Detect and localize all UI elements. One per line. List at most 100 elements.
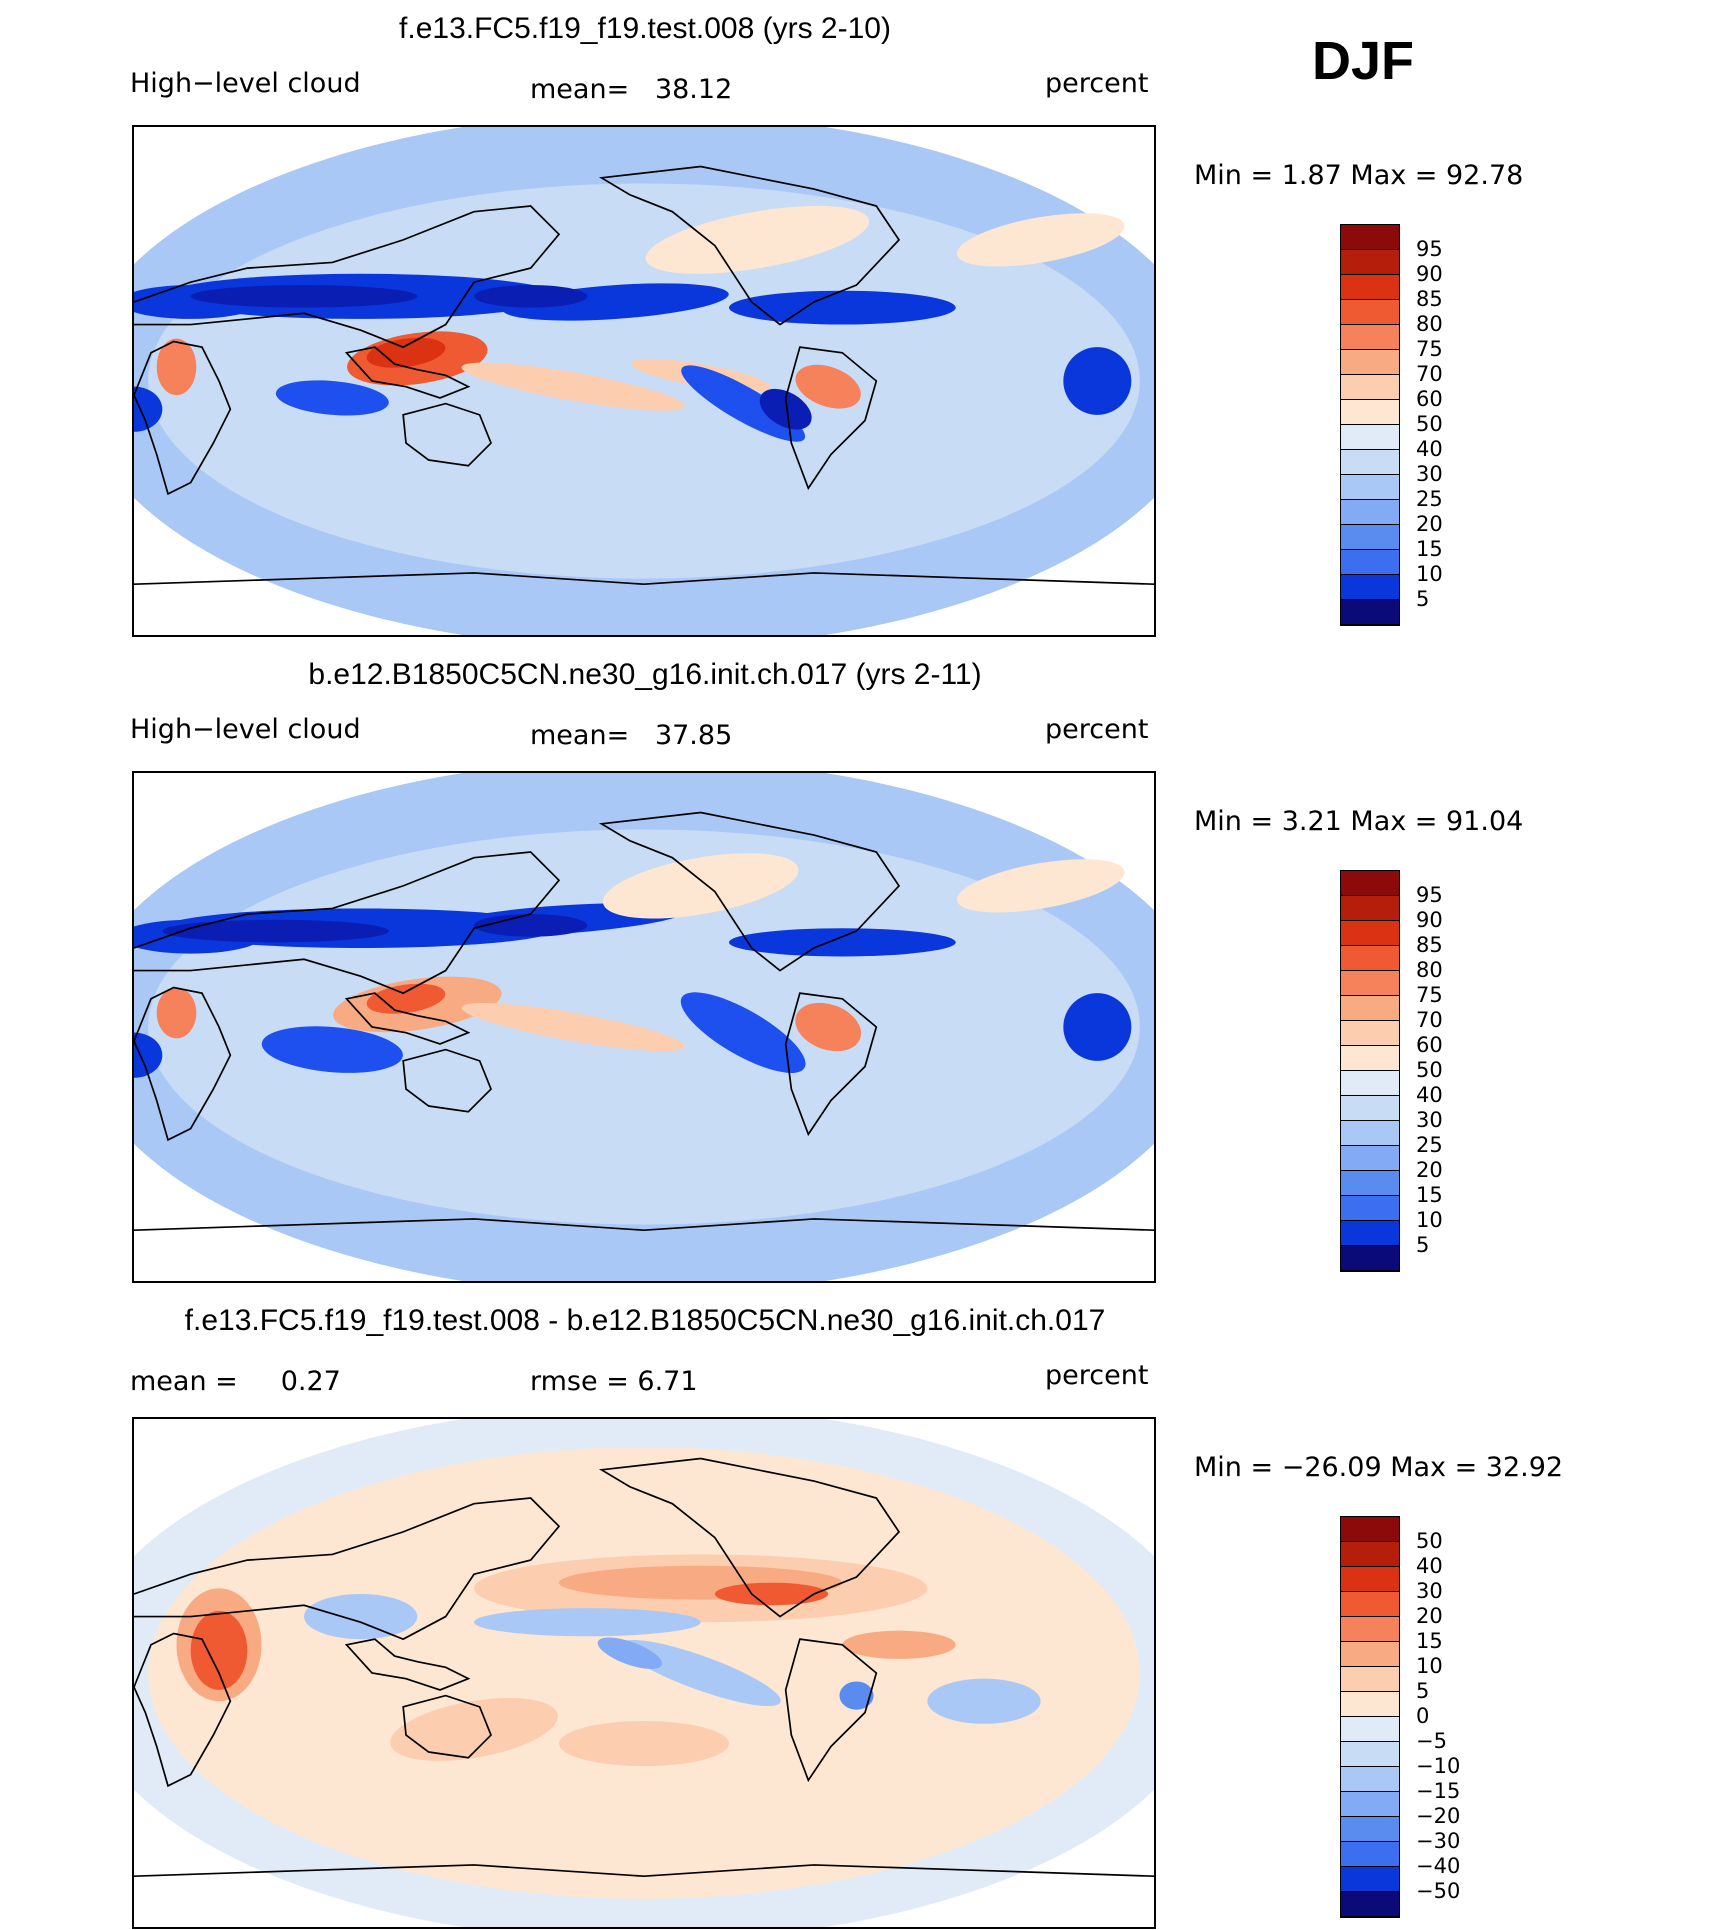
mean-label-test: mean= 38.12 bbox=[530, 74, 732, 105]
minmax-difference: Min = −26.09 Max = 32.92 bbox=[1194, 1452, 1564, 1483]
colorbar-tick-label: 50 bbox=[1416, 412, 1443, 436]
colorbar-cell bbox=[1341, 921, 1399, 946]
colorbar-tick-label: −50 bbox=[1416, 1879, 1461, 1903]
colorbar-tick-label: 75 bbox=[1416, 337, 1443, 361]
coastline bbox=[402, 1048, 492, 1113]
colorbar-tick-label: 75 bbox=[1416, 983, 1443, 1007]
colorbar-tick-label: 50 bbox=[1416, 1529, 1443, 1553]
colorbar-tick-label: 70 bbox=[1416, 1008, 1443, 1032]
map-svg-difference bbox=[134, 1419, 1154, 1927]
colorbar-test: 95 90 85 80 75 70 60 50 40 30 25 20 15 10 5 bbox=[1340, 224, 1443, 626]
colorbar-tick-label: 20 bbox=[1416, 512, 1443, 536]
colorbar-tick-label: −15 bbox=[1416, 1779, 1461, 1803]
colorbar-box bbox=[1340, 224, 1400, 626]
panel-title-control: b.e12.B1850C5CN.ne30_g16.init.ch.017 (yr… bbox=[308, 658, 982, 691]
field-contour bbox=[474, 285, 588, 308]
colorbar-tick-label: 30 bbox=[1416, 462, 1443, 486]
coastline bbox=[134, 1497, 561, 1641]
coastline bbox=[598, 1457, 901, 1618]
colorbar-cell bbox=[1341, 1617, 1399, 1642]
map-control bbox=[132, 771, 1156, 1283]
colorbar-cell bbox=[1341, 1892, 1399, 1917]
colorbar-cell bbox=[1341, 275, 1399, 300]
panel-title-difference: f.e13.FC5.f19_f19.test.008 - b.e12.B1850… bbox=[184, 1304, 1106, 1337]
field-contour bbox=[597, 1637, 663, 1669]
field-contour bbox=[190, 285, 418, 308]
map-difference bbox=[132, 1417, 1156, 1929]
colorbar-cell bbox=[1341, 1792, 1399, 1817]
map-svg-control bbox=[134, 773, 1154, 1281]
colorbar-box bbox=[1340, 1516, 1400, 1918]
colorbar-cell bbox=[1341, 225, 1399, 250]
field-contour bbox=[162, 919, 389, 943]
field-contour bbox=[681, 365, 806, 442]
colorbar-tick-label: 60 bbox=[1416, 387, 1443, 411]
colorbar-tick-label: 30 bbox=[1416, 1579, 1443, 1603]
colorbar-cell bbox=[1341, 1567, 1399, 1592]
colorbar-cell bbox=[1341, 1096, 1399, 1121]
colorbar-tick-label: 90 bbox=[1416, 262, 1443, 286]
field-contour bbox=[645, 205, 870, 274]
colorbar-cell bbox=[1341, 1121, 1399, 1146]
coastline bbox=[344, 1638, 471, 1691]
coastline bbox=[598, 811, 901, 972]
units-label-test: percent bbox=[1045, 68, 1149, 99]
colorbar-cell bbox=[1341, 971, 1399, 996]
colorbar-cell bbox=[1341, 1021, 1399, 1046]
field-contour bbox=[134, 386, 163, 432]
colorbar-cell bbox=[1341, 1221, 1399, 1246]
colorbar-tick-label: 15 bbox=[1416, 537, 1443, 561]
colorbar-tick-label: 50 bbox=[1416, 1058, 1443, 1082]
colorbar-tick-label: −20 bbox=[1416, 1804, 1461, 1828]
colorbar-tick-label: 40 bbox=[1416, 1083, 1443, 1107]
mean-label-control: mean= 37.85 bbox=[530, 720, 732, 751]
variable-label-control: High−level cloud bbox=[130, 714, 361, 745]
colorbar-cell bbox=[1341, 400, 1399, 425]
field-contour bbox=[474, 1608, 701, 1637]
coastline bbox=[784, 992, 878, 1137]
field-contour bbox=[839, 1681, 874, 1710]
field-contour bbox=[156, 338, 197, 396]
colorbar-tick-label: 20 bbox=[1416, 1604, 1443, 1628]
coastline bbox=[134, 1632, 232, 1788]
coastline bbox=[344, 346, 471, 399]
field-contour bbox=[729, 290, 956, 325]
colorbar-tick-label: 40 bbox=[1416, 1554, 1443, 1578]
field-contour bbox=[1063, 347, 1132, 415]
field-contour bbox=[842, 1630, 956, 1659]
colorbar-cell bbox=[1341, 375, 1399, 400]
panel-title-test: f.e13.FC5.f19_f19.test.008 (yrs 2-10) bbox=[399, 12, 891, 45]
diff-mean-label: mean = 0.27 bbox=[130, 1366, 341, 1397]
colorbar-tick-label: −5 bbox=[1416, 1729, 1447, 1753]
minmax-control: Min = 3.21 Max = 91.04 bbox=[1194, 806, 1524, 837]
field-contour bbox=[956, 213, 1125, 267]
field-contour bbox=[390, 1698, 558, 1761]
colorbar-cell bbox=[1341, 550, 1399, 575]
field-contour bbox=[1063, 993, 1132, 1061]
field-contour bbox=[461, 1002, 685, 1052]
coastline bbox=[344, 992, 471, 1045]
colorbar-cell bbox=[1341, 1517, 1399, 1542]
field-contour bbox=[134, 1032, 163, 1078]
coastline bbox=[598, 165, 901, 326]
colorbar-cell bbox=[1341, 1146, 1399, 1171]
colorbar-cell bbox=[1341, 1667, 1399, 1692]
coastline bbox=[402, 1694, 492, 1759]
season-label: DJF bbox=[1312, 31, 1415, 91]
field-contour bbox=[156, 987, 197, 1039]
colorbar-tick-label: 10 bbox=[1416, 1654, 1443, 1678]
colorbar-tick-label: 10 bbox=[1416, 1208, 1443, 1232]
colorbar-tick-label: 5 bbox=[1416, 1233, 1430, 1257]
variable-label-test: High−level cloud bbox=[130, 68, 361, 99]
colorbar-tick-label: 25 bbox=[1416, 487, 1443, 511]
field-contour bbox=[795, 1002, 862, 1052]
field-contour bbox=[474, 914, 588, 937]
colorbar-tick-label: 95 bbox=[1416, 883, 1443, 907]
colorbar-tick-label: −30 bbox=[1416, 1829, 1461, 1853]
coastline bbox=[134, 851, 561, 995]
colorbar-tick-label: −10 bbox=[1416, 1754, 1461, 1778]
colorbar-tick-label: 5 bbox=[1416, 587, 1430, 611]
units-label-difference: percent bbox=[1045, 1360, 1149, 1391]
colorbar-cell bbox=[1341, 896, 1399, 921]
